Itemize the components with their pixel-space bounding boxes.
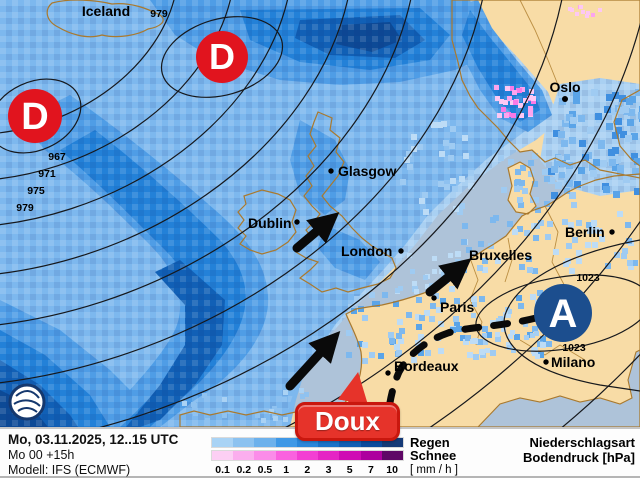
city-label-milano: Milano [551,354,595,370]
scatter-rain-denmark [498,153,577,213]
city-label-london: London [341,243,392,259]
flow-arrow-biscay [285,330,341,391]
city-label-paris: Paris [440,299,474,315]
pressure-label: 1023 [562,342,586,354]
rain-scale [211,437,404,448]
model-run: Mo 00 +15h [8,448,75,462]
city-dots [294,96,615,376]
low-pressure-center: D [8,89,62,143]
snow-scale [211,450,404,461]
tick-label: 3 [325,464,332,476]
doux-annotation: Doux [295,402,400,441]
flow-arrow-dublin [292,212,340,253]
city-label-bordeaux: Bordeaux [394,358,459,374]
pressure-title: Bodendruck [hPa] [523,449,635,465]
city-label-oslo: Oslo [549,79,580,95]
precipitation-legend: Regen Schnee 0.1 0.2 0.5 1 2 3 5 7 10 [ [211,435,458,478]
city-label-bruxelles: Bruxelles [469,247,532,263]
city-label-berlin: Berlin [565,224,605,240]
tick-label: 0.5 [257,464,273,476]
city-label-glasgow: Glasgow [338,163,396,179]
city-dot-milano [543,359,549,365]
pressure-label: 1023 [576,272,600,284]
low-center-letter: D [21,96,48,138]
city-dot-berlin [609,229,615,235]
tick-label: 1 [283,464,290,476]
low-center-letter: D [209,36,235,77]
tick-label: 5 [346,464,353,476]
high-pressure-center: A [534,284,592,342]
pressure-label: 979 [16,202,34,214]
tick-label: 7 [367,464,374,476]
scale-unit: [ mm / h ] [410,464,458,476]
front-dashed-line [384,314,540,418]
high-center-letter: A [549,292,578,336]
pressure-label: 975 [27,185,45,197]
layer-titles: Niederschlagsart Bodendruck [hPa] [523,435,636,465]
flow-arrow-bruxelles [425,258,472,297]
tick-label: 0.2 [236,464,252,476]
tick-label: 0.1 [215,464,230,476]
valid-datetime: Mo, 03.11.2025, 12..15 UTC [8,432,179,447]
precip-type-title: Niederschlagsart [529,435,636,450]
region-label-iceland: Iceland [82,3,130,19]
tick-label: 2 [304,464,311,476]
scatter-rain-biscay [182,388,310,423]
city-dot-oslo [562,96,568,102]
rain-scale-label: Regen [410,435,450,450]
pressure-labels: 979 967 971 975 979 1023 1023 [16,8,600,354]
model-name: Modell: IFS (ECMWF) [8,463,131,477]
flow-arrows [285,212,472,391]
pressure-label: 967 [48,151,66,163]
city-dot-london [398,248,404,254]
scatter-rain-germany [455,211,638,274]
statusbar: Mo, 03.11.2025, 12..15 UTC Mo 00 +15h Mo… [0,427,640,478]
scatter-rain-northsea [400,121,474,215]
scale-ticks: 0.1 0.2 0.5 1 2 3 5 7 10 [212,464,403,476]
pressure-label: 979 [150,8,168,20]
scatter-snow-northeast [568,5,602,18]
city-label-dublin: Dublin [248,215,292,231]
city-dot-dublin [294,219,300,225]
pressure-label: 971 [38,168,56,180]
mediterranean-sea [476,349,640,428]
snow-scale-label: Schnee [410,448,457,463]
run-info: Mo, 03.11.2025, 12..15 UTC Mo 00 +15h Mo… [8,432,178,477]
place-labels: Iceland Oslo Glasgow Dublin London Berli… [82,3,605,374]
city-dot-paris [431,295,437,301]
globe-logo-icon [8,383,46,421]
city-dot-bordeaux [385,370,391,376]
pressure-centers: D D A [8,31,592,342]
low-pressure-center: D [196,31,248,83]
city-dot-glasgow [328,168,334,174]
tick-label: 10 [386,464,398,476]
